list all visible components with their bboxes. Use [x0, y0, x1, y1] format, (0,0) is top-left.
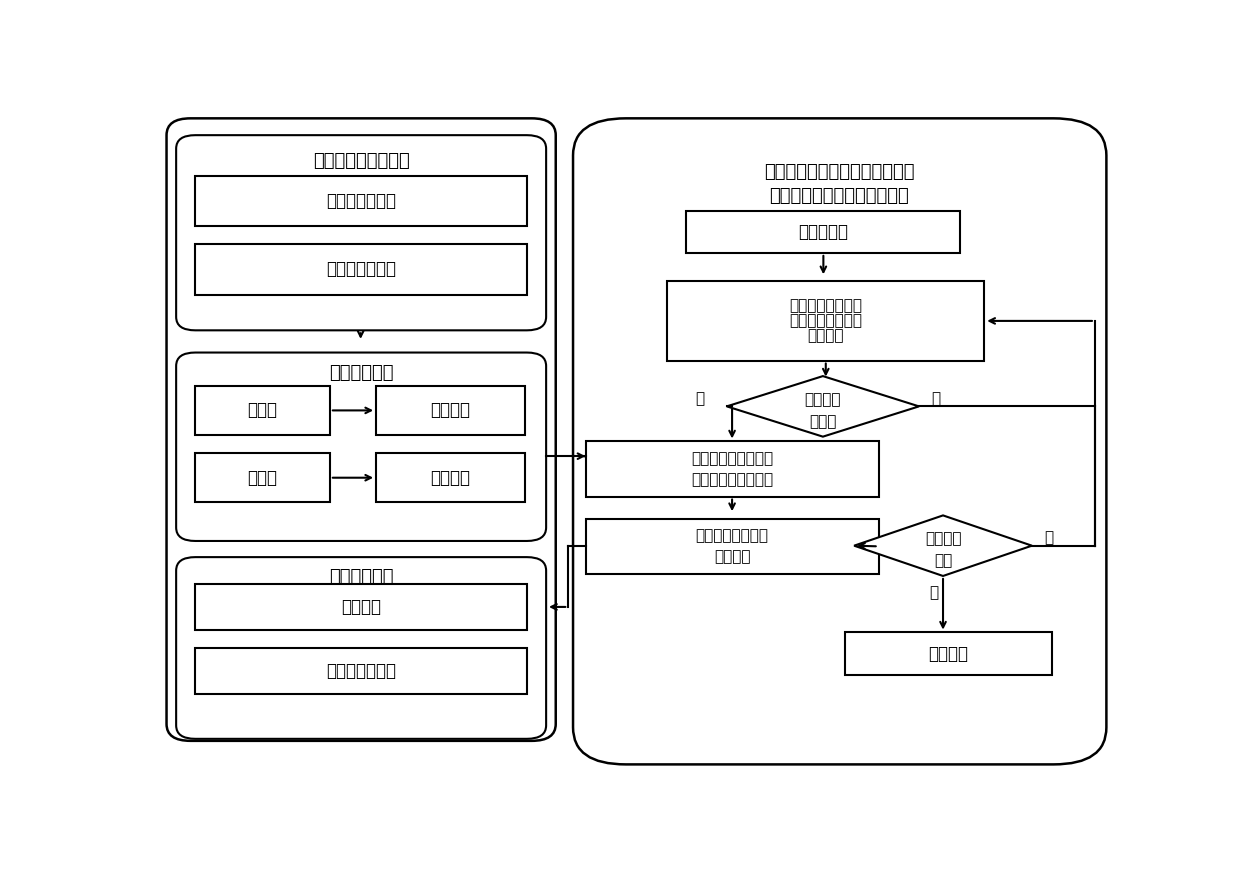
Text: 改进的集合卡尔曼滤: 改进的集合卡尔曼滤: [691, 451, 774, 466]
Text: 模拟: 模拟: [934, 553, 952, 568]
Text: 是: 是: [696, 391, 704, 406]
Text: 传感器位置优化: 传感器位置优化: [326, 260, 396, 279]
Bar: [196, 454, 330, 502]
Text: 传感器数量优化: 传感器数量优化: [326, 191, 396, 210]
FancyBboxPatch shape: [573, 118, 1106, 765]
Text: 是: 是: [929, 586, 937, 600]
Text: 测数据: 测数据: [810, 413, 837, 428]
Text: 向计算模型正向计: 向计算模型正向计: [790, 314, 862, 329]
Bar: [376, 386, 525, 434]
Text: 结束模拟: 结束模拟: [929, 645, 968, 662]
FancyBboxPatch shape: [176, 557, 546, 739]
Text: 数据监测模块: 数据监测模块: [329, 364, 393, 382]
Text: 换流变火灾模拟正: 换流变火灾模拟正: [790, 299, 862, 314]
Text: 热流计: 热流计: [248, 468, 278, 487]
Bar: [585, 519, 879, 574]
Text: 结果输出模块: 结果输出模块: [329, 568, 393, 586]
Bar: [196, 386, 330, 434]
Bar: [687, 211, 960, 253]
Bar: [196, 244, 527, 295]
Text: 火灾蔓延温度场预测计算模块: 火灾蔓延温度场预测计算模块: [769, 187, 909, 205]
Text: 是否结束: 是否结束: [925, 531, 961, 546]
Bar: [196, 584, 527, 630]
Text: 火灾蔓延温度场: 火灾蔓延温度场: [326, 662, 396, 680]
Bar: [667, 281, 985, 361]
Text: 算预测值: 算预测值: [807, 329, 844, 343]
Text: 火源强度: 火源强度: [341, 598, 381, 616]
Text: 火源强度和火灾温: 火源强度和火灾温: [696, 528, 769, 543]
Text: 传感器布局优化模块: 传感器布局优化模块: [312, 152, 409, 170]
Polygon shape: [727, 376, 919, 437]
Bar: [844, 633, 1052, 675]
Polygon shape: [854, 516, 1032, 576]
FancyBboxPatch shape: [166, 118, 556, 741]
Text: 波算法进行数据同化: 波算法进行数据同化: [691, 472, 774, 487]
Text: 否: 否: [931, 391, 941, 406]
FancyBboxPatch shape: [176, 352, 546, 541]
Text: 是否有监: 是否有监: [805, 392, 841, 407]
Bar: [196, 648, 527, 694]
Text: 度场更新: 度场更新: [714, 550, 750, 565]
Text: 热电偶: 热电偶: [248, 401, 278, 420]
Text: 热流密度: 热流密度: [430, 468, 470, 487]
Bar: [196, 176, 527, 226]
Bar: [376, 454, 525, 502]
Text: 火灾温度: 火灾温度: [430, 401, 470, 420]
Text: 参数初始化: 参数初始化: [799, 223, 848, 240]
Text: 否: 否: [1044, 531, 1054, 545]
Bar: [585, 441, 879, 496]
Text: 换流变火灾火源强度反演评估及: 换流变火灾火源强度反演评估及: [764, 163, 914, 181]
FancyBboxPatch shape: [176, 135, 546, 330]
